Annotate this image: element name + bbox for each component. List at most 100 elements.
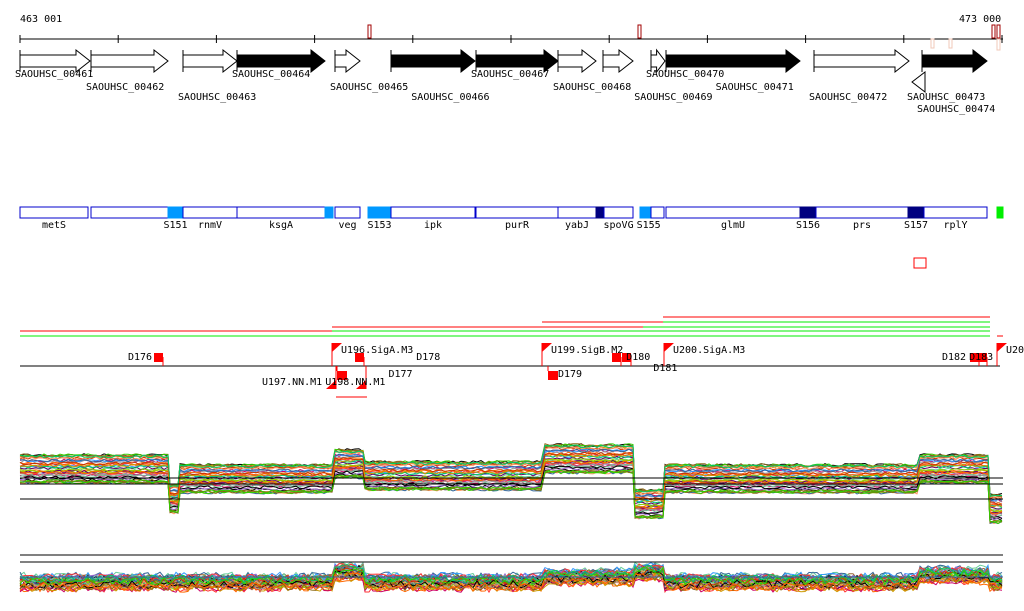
gene-arrow[interactable] [90,48,169,74]
operon-label: metS [42,220,67,231]
operon-block[interactable] [665,206,801,219]
terminator-box[interactable] [355,353,364,362]
gene-label[interactable]: SAOUHSC_00473 [907,92,986,103]
operon-block[interactable] [907,206,925,219]
gene-label[interactable]: SAOUHSC_00471 [715,82,794,93]
terminator-box[interactable] [612,353,621,362]
gene-arrow[interactable] [813,48,910,74]
terminator-box[interactable] [337,371,347,380]
promoter-label[interactable]: U200.SigA.M3 [673,345,746,356]
operon-block[interactable] [603,206,634,219]
operon-block[interactable] [595,206,605,219]
expression-profile-line [19,571,1003,592]
gene-label[interactable]: SAOUHSC_00472 [809,92,888,103]
gene-label[interactable]: SAOUHSC_00468 [553,82,632,93]
operon-label: glmU [721,220,746,231]
expression-profile-line [19,444,1003,498]
terminator-label[interactable]: D178 [416,352,441,363]
expression-profile-line [19,469,1003,523]
ruler-end-label: 473 000 [959,14,1002,25]
operon-block[interactable] [639,206,652,219]
gene-label[interactable]: SAOUHSC_00461 [15,69,94,80]
promoter-flag-icon[interactable] [332,343,342,352]
gene-arrow[interactable] [665,48,801,74]
gene-label[interactable]: SAOUHSC_00474 [917,104,996,115]
variant-marker [996,24,1001,39]
ruler-start-label: 463 001 [20,14,63,25]
gene-label[interactable]: SAOUHSC_00470 [646,69,725,80]
gene-arrow[interactable] [475,48,559,74]
gene-arrow[interactable] [911,70,926,94]
promoter-label[interactable]: U197.NN.M1 [262,377,323,388]
expression-profile-line [19,572,1003,592]
expression-profile-line [19,467,1003,521]
operon-block[interactable] [923,206,988,219]
highlight-box [913,257,927,269]
promoter-label[interactable]: U199.SigB.M2 [551,345,624,356]
operon-block[interactable] [367,206,392,219]
operon-block[interactable] [324,206,334,219]
expression-profile-line [19,449,1003,504]
gene-arrow[interactable] [236,48,326,74]
gene-arrow[interactable] [650,48,666,74]
expression-profile-line [19,465,1003,520]
operon-label: prs [853,220,872,231]
operon-block[interactable] [19,206,89,219]
operon-block[interactable] [799,206,817,219]
gene-label[interactable]: SAOUHSC_00467 [471,69,550,80]
promoter-flag-icon[interactable] [356,380,366,389]
promoter-flag-icon[interactable] [326,380,336,389]
gene-arrow[interactable] [557,48,597,74]
promoter-label[interactable]: U20 [1006,345,1024,356]
terminator-box[interactable] [548,371,558,380]
gene-label[interactable]: SAOUHSC_00469 [634,92,713,103]
variant-marker [991,24,996,39]
promoter-label[interactable]: U196.SigA.M3 [341,345,414,356]
operon-block[interactable] [236,206,326,219]
gene-label[interactable]: SAOUHSC_00465 [330,82,409,93]
gene-arrow[interactable] [19,48,91,74]
terminator-box[interactable] [970,353,979,362]
operon-label: S153 [367,220,392,231]
operon-block[interactable] [182,206,238,219]
gene-arrow[interactable] [334,48,361,74]
gene-label[interactable]: SAOUHSC_00463 [178,92,257,103]
gene-arrow[interactable] [182,48,238,74]
expression-profile-line [19,470,1003,524]
operon-block[interactable] [996,206,1004,219]
promoter-label[interactable]: U198.NN.M1 [325,377,386,388]
terminator-label[interactable]: D182 [942,352,967,363]
operon-block[interactable] [815,206,909,219]
terminator-label[interactable]: D176 [128,352,153,363]
terminator-label[interactable]: D181 [653,363,678,374]
gene-arrow[interactable] [390,48,476,74]
terminator-box[interactable] [622,353,631,362]
operon-block[interactable] [475,206,559,219]
terminator-label[interactable]: D179 [558,369,583,380]
promoter-flag-icon[interactable] [542,343,552,352]
terminator-label[interactable]: D180 [626,352,651,363]
gene-label[interactable]: SAOUHSC_00466 [411,92,490,103]
operon-block[interactable] [167,206,184,219]
operon-block[interactable] [334,206,361,219]
variant-marker-faint [930,38,935,49]
operon-block[interactable] [390,206,476,219]
gene-arrow[interactable] [602,48,634,74]
gene-label[interactable]: SAOUHSC_00462 [86,82,165,93]
terminator-box[interactable] [154,353,163,362]
operon-block[interactable] [90,206,169,219]
gene-label[interactable]: SAOUHSC_00464 [232,69,311,80]
promoter-flag-icon[interactable] [997,343,1007,352]
operon-block[interactable] [650,206,665,219]
variant-marker [637,24,642,39]
gene-arrow[interactable] [921,48,988,74]
terminator-label[interactable]: D177 [388,369,413,380]
promoter-flag-icon[interactable] [664,343,674,352]
operon-label: spoVG [603,220,634,231]
operon-block[interactable] [557,206,597,219]
operon-label: ksgA [269,220,294,231]
terminator-label[interactable]: D183 [969,352,994,363]
operon-label: ipk [424,220,443,231]
terminator-box[interactable] [978,353,987,362]
